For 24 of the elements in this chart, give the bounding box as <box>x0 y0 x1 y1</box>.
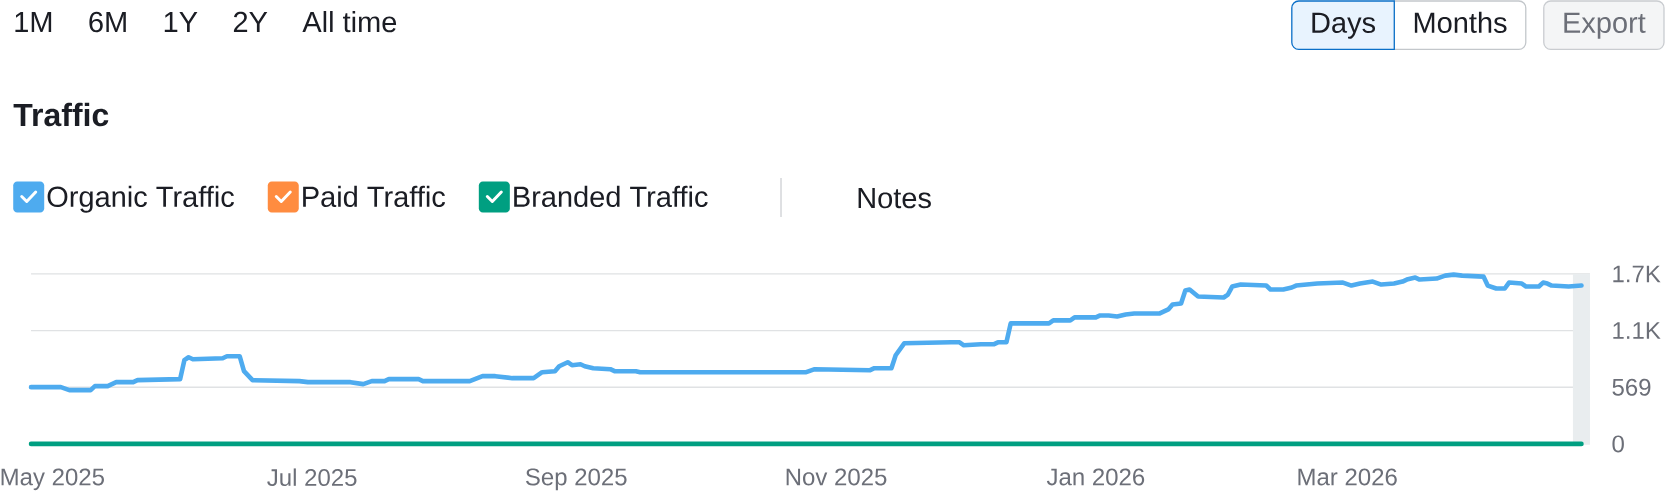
legend-label: Branded Traffic <box>514 185 708 208</box>
x-tick-label: Jul 2025 <box>267 468 357 487</box>
x-tick-label: Mar 2026 <box>1298 468 1397 486</box>
text: Months <box>1414 11 1507 33</box>
y-tick-label: 0 <box>1612 435 1624 453</box>
text: All time <box>302 10 397 33</box>
chart-title: Traffic <box>13 102 109 127</box>
legend-label: Paid Traffic <box>303 185 446 208</box>
text: 1Y <box>164 12 198 32</box>
text: 6M <box>89 11 126 33</box>
text: Days <box>1312 12 1376 39</box>
text: Notes <box>858 188 931 209</box>
legend-label: Organic Traffic <box>47 185 235 213</box>
text: 2Y <box>233 11 268 32</box>
y-tick-label: 1.1K <box>1613 322 1661 339</box>
text: Export <box>1564 12 1646 39</box>
text: 1M <box>15 12 52 32</box>
x-tick-label: Sep 2025 <box>525 468 627 491</box>
y-tick-label: 569 <box>1612 378 1651 396</box>
line-series <box>28 272 1584 393</box>
x-tick-label: Jan 2026 <box>1046 468 1145 486</box>
y-tick-label: 1.7K <box>1613 265 1661 283</box>
x-tick-label: Nov 2025 <box>786 468 887 486</box>
x-tick-label: May 2025 <box>1 468 104 491</box>
